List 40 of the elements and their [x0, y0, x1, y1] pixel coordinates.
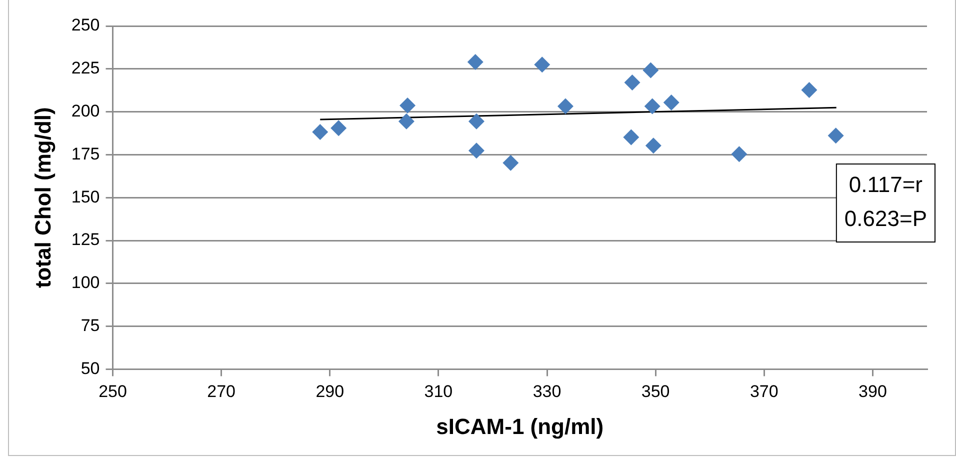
point: [400, 97, 416, 114]
point: [642, 62, 659, 78]
x-tick-label: 370: [750, 382, 778, 402]
y-axis-title: total Chol (mg/dl): [30, 107, 56, 288]
y-tick-label: 150: [71, 187, 100, 206]
x-tick-label: 290: [316, 382, 344, 402]
point: [645, 138, 662, 154]
x-tick-label: 250: [98, 382, 127, 402]
point: [644, 98, 660, 114]
point: [663, 94, 680, 111]
point: [467, 54, 484, 70]
y-tick-label: 100: [71, 273, 100, 292]
x-tick-label: 270: [207, 382, 236, 402]
point: [398, 113, 414, 130]
y-tick-label: 50: [80, 358, 100, 378]
point: [623, 129, 640, 146]
point: [801, 82, 818, 98]
point: [468, 142, 484, 159]
point: [828, 128, 844, 144]
y-tick-label: 125: [71, 230, 100, 250]
point: [502, 154, 519, 171]
x-tick-label: 310: [424, 382, 453, 402]
y-tick-label: 175: [71, 144, 100, 164]
y-tick-label: 250: [71, 16, 100, 35]
x-axis-title: sICAM-1 (ng/ml): [436, 414, 604, 439]
y-tick-label: 225: [71, 58, 100, 78]
y-tick-label: 75: [80, 316, 100, 335]
x-tick-label: 390: [858, 382, 887, 402]
point: [534, 56, 550, 73]
x-tick-label: 350: [641, 382, 670, 402]
point: [468, 113, 484, 130]
annotation: 0.623=P: [844, 206, 927, 232]
y-tick-label: 200: [71, 101, 100, 120]
x-tick-label: 330: [532, 382, 562, 402]
point: [557, 98, 574, 114]
point: [731, 146, 748, 162]
point: [624, 74, 640, 90]
annotation: 0.117=r: [848, 172, 923, 198]
point: [330, 120, 347, 136]
point: [312, 124, 328, 140]
